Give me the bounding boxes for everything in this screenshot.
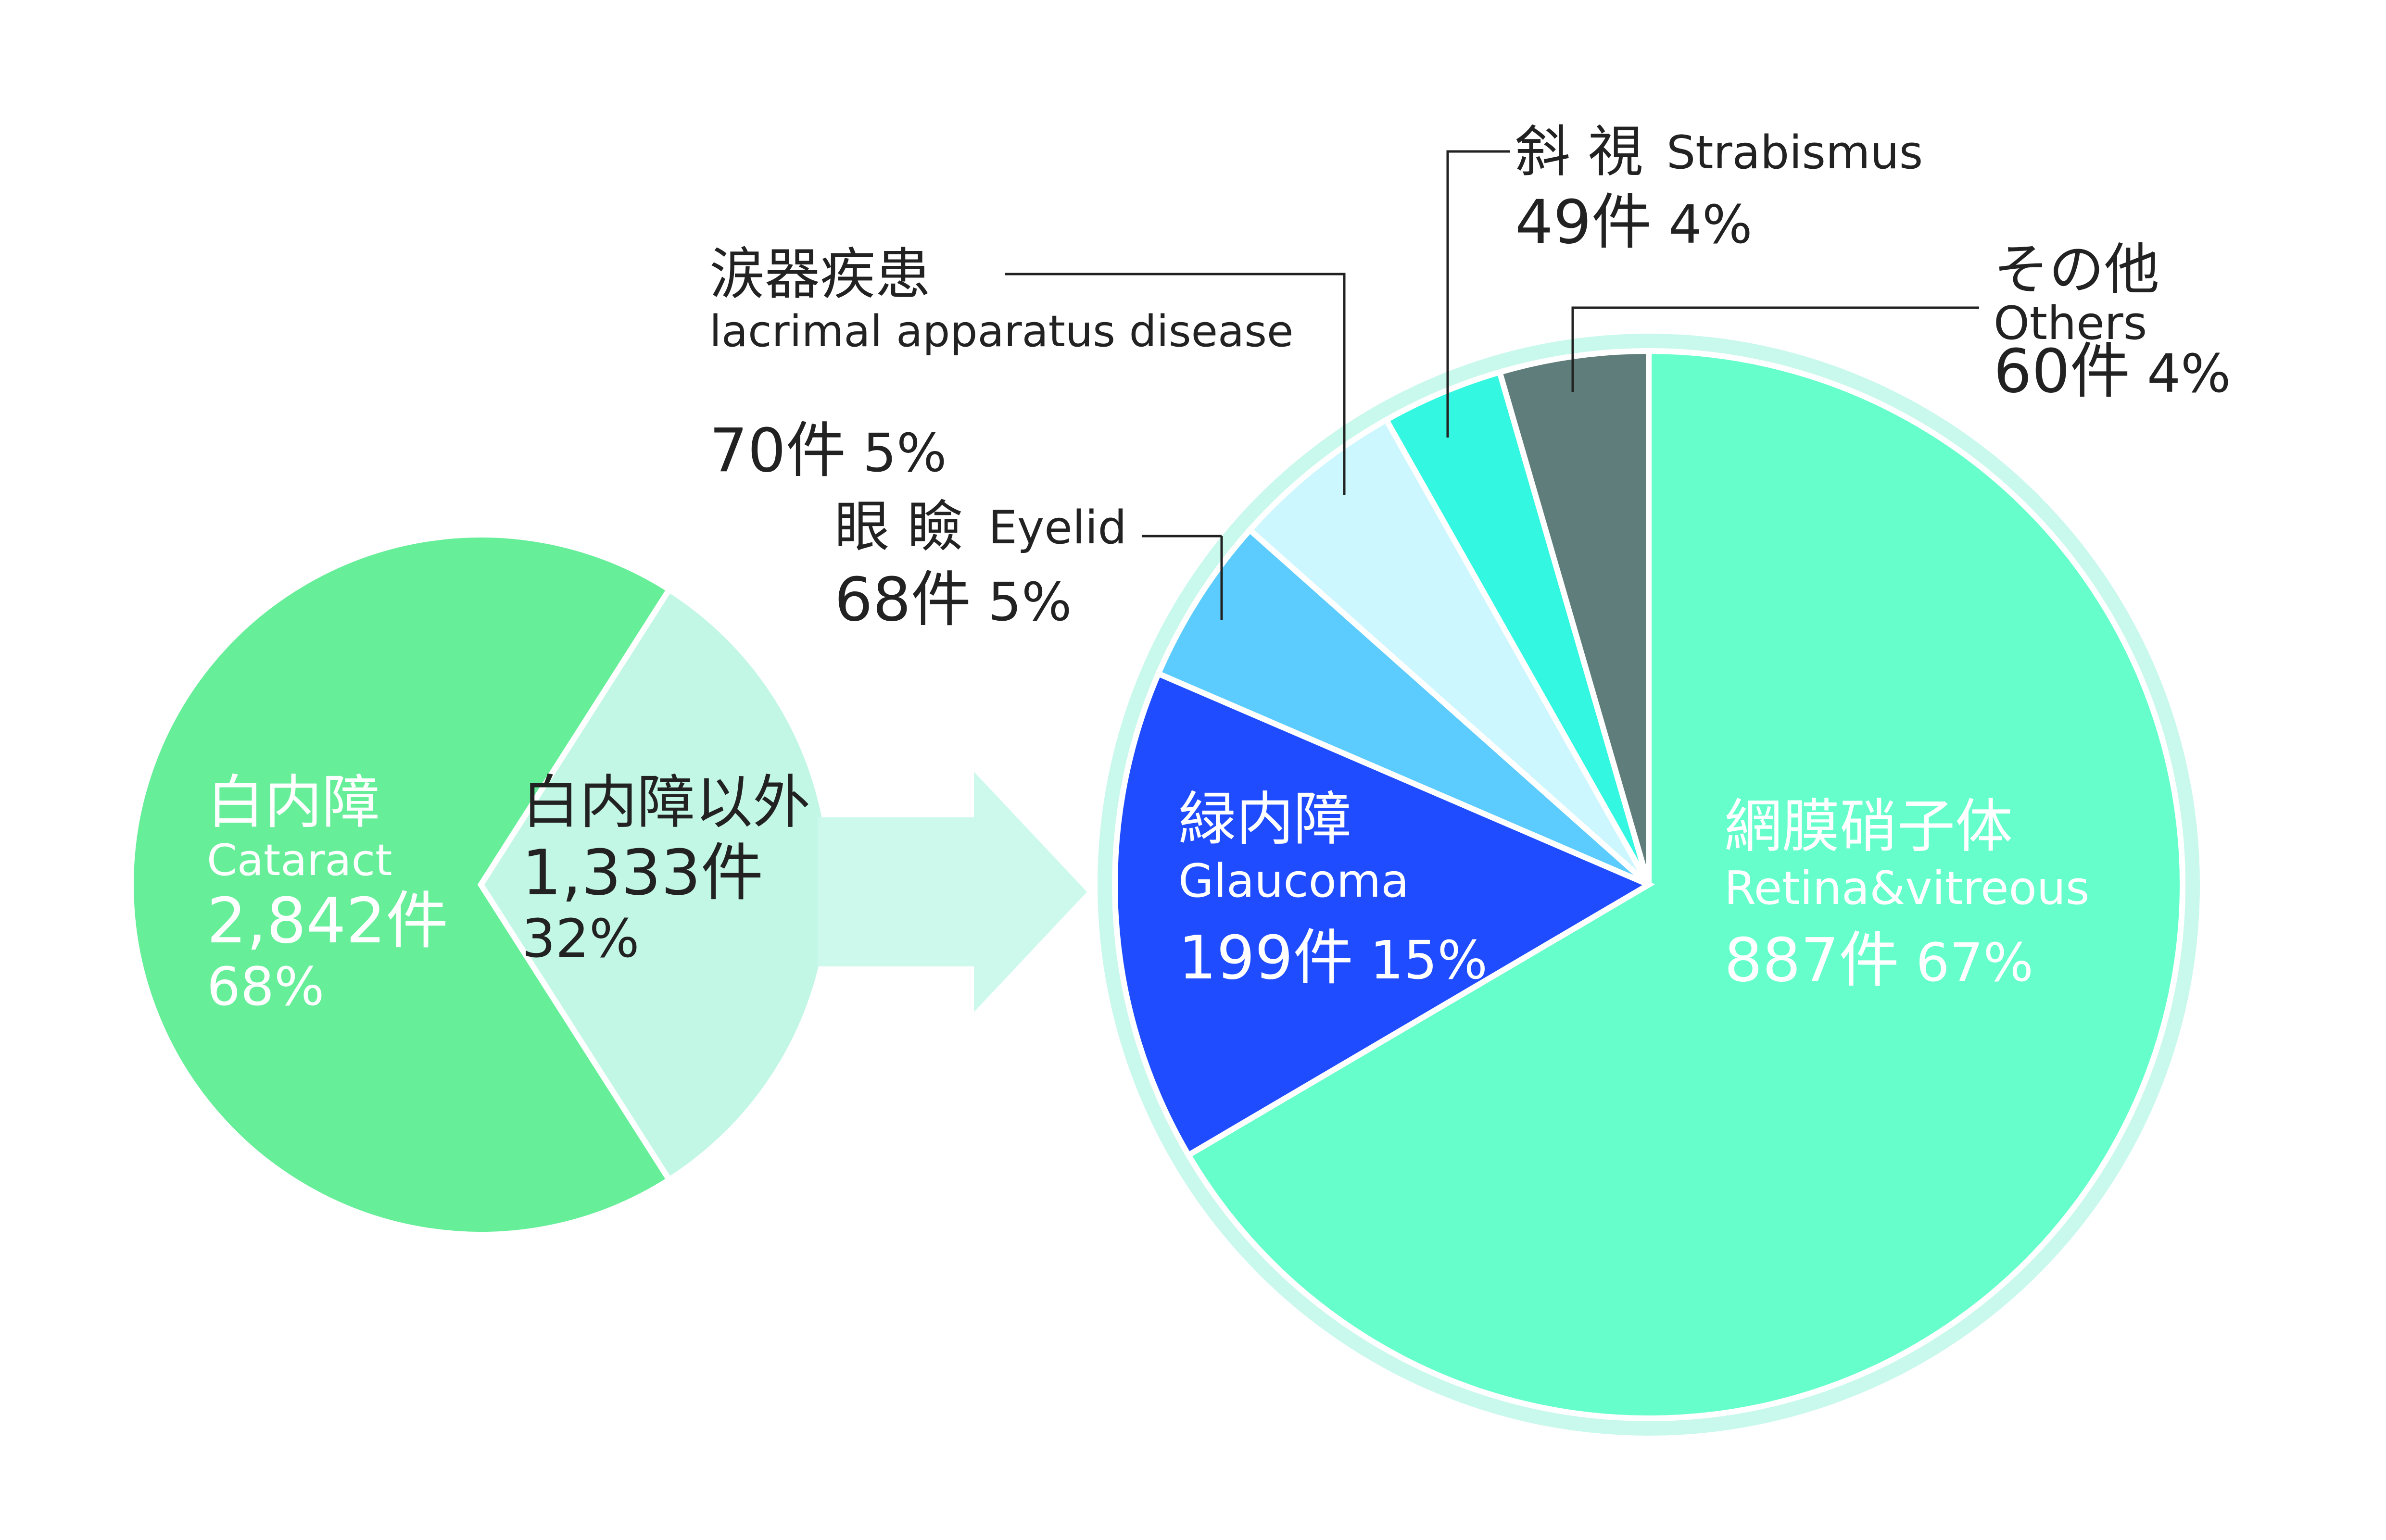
label-count-lacrimal: 70件 5% — [709, 416, 947, 486]
label-ja-strabismus: 斜 視 — [1515, 120, 1643, 184]
right-pie-outer-ring — [1098, 334, 2200, 1436]
label-percent-cataract: 68% — [207, 956, 325, 1017]
pie-slice-glaucoma — [1112, 670, 1655, 1159]
label-en-strabismus: Strabismus — [1666, 126, 1923, 179]
label-en-glaucoma: Glaucoma — [1178, 855, 1409, 908]
label-ja-glaucoma: 緑内障 — [1178, 786, 1351, 853]
label-percent-glaucoma: 15% — [1353, 929, 1488, 991]
leader-line-strabismus — [1446, 150, 1510, 438]
label-en-eyelid: Eyelid — [988, 501, 1127, 554]
pie-slice-eyelid — [1154, 526, 1651, 888]
pie-slice-cataract — [128, 532, 673, 1238]
label-ja-eyelid: 眼 瞼 — [834, 495, 963, 559]
label-ja-cataract: 白内障 — [207, 769, 380, 836]
label-en-cataract: Cataract — [207, 835, 392, 886]
label-ja-others: その他 — [1994, 238, 2159, 302]
label-ja-lacrimal: 涙器疾患 — [709, 242, 931, 307]
label-count-others: 60件 4% — [1994, 337, 2231, 406]
label-count-eyelid: 68件 5% — [834, 565, 1072, 635]
label-ja-non_cataract: 白内障以外 — [522, 769, 810, 836]
label-count-glaucoma: 199件 15% — [1178, 923, 1488, 993]
leader-line-lacrimal — [1005, 273, 1346, 495]
pie-slice-strabismus — [1382, 368, 1652, 886]
label-percent-non_cataract: 32% — [522, 908, 640, 969]
leader-lines — [1005, 150, 1979, 620]
label-percent-strabismus: 4% — [1652, 194, 1752, 255]
leader-line-others — [1571, 306, 1979, 392]
label-en-others: Others — [1994, 297, 2147, 350]
label-count-strabismus: 49件 4% — [1515, 188, 1753, 257]
left-pie — [128, 532, 834, 1238]
label-count-non_cataract: 1,333件 — [522, 836, 763, 909]
label-count-retina: 887件 67% — [1724, 926, 2033, 995]
label-percent-eyelid: 5% — [971, 571, 1072, 633]
pie-slice-retina — [1184, 348, 2186, 1421]
pie-slice-lacrimal — [1246, 416, 1652, 887]
label-percent-retina: 67% — [1899, 932, 2033, 993]
label-en-retina: Retina&vitreous — [1724, 862, 2089, 915]
transition-arrow — [818, 772, 1087, 1012]
label-count-cataract: 2,842件 — [207, 884, 448, 957]
label-percent-others: 4% — [2130, 343, 2231, 404]
label-ja-retina: 網膜硝子体 — [1724, 793, 2013, 860]
label-en-lacrimal: lacrimal apparatus disease — [709, 306, 1293, 357]
label-percent-lacrimal: 5% — [846, 422, 947, 484]
right-pie — [1112, 348, 2186, 1421]
